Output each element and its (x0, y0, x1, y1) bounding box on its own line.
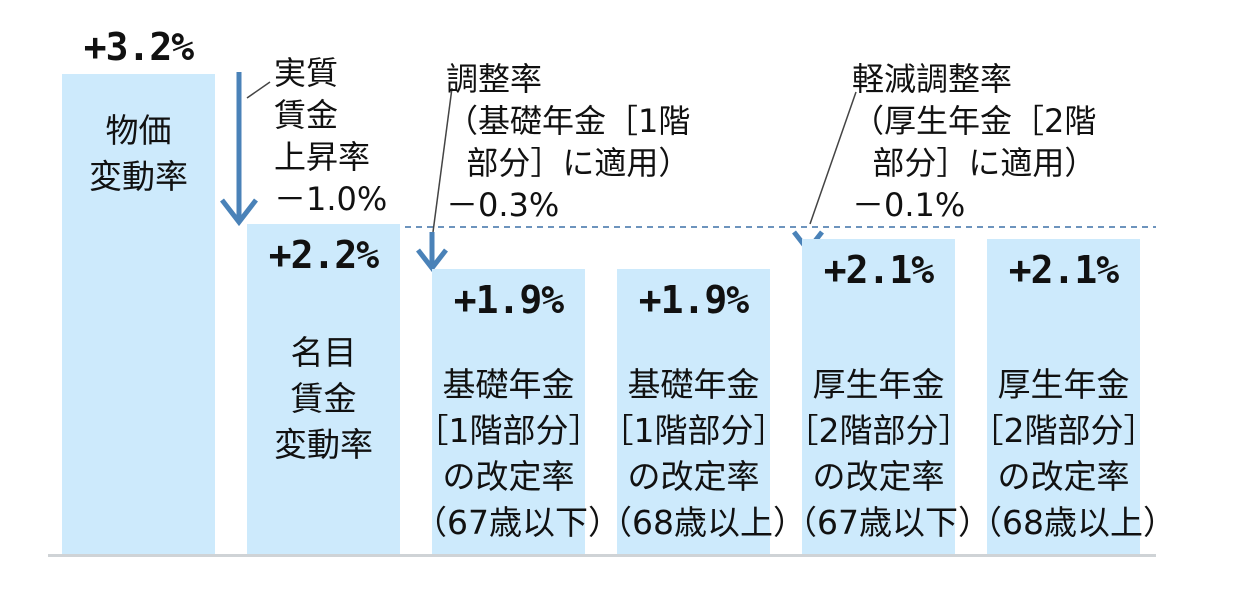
bar-employee-pension-68-over (987, 239, 1140, 554)
chart-baseline (48, 554, 1156, 557)
adjustment-rate-leader-line (432, 87, 453, 233)
adjustment-rate-arrow (416, 232, 448, 273)
value-label-basic-67: +1.9% (453, 278, 564, 322)
reduced-adjustment-rate-leader-line (809, 91, 857, 225)
category-label-employee-68: 厚生年金 ［2階部分］ の改定率 （68歳以上） (969, 365, 1176, 542)
bar-nominal-wage-change-rate (247, 224, 400, 554)
real-wage-leader-line (246, 81, 271, 99)
value-label-employee-67: +2.1% (823, 248, 934, 292)
category-label-nominal-wage: 名目 賃金 変動率 (274, 333, 373, 464)
annotation-reduced-adjustment-rate: 軽減調整率 （厚生年金［2階 部分］に適用） －0.1% (852, 60, 1097, 224)
annotation-real-wage-rate: 実質 賃金 上昇率 －1.0% (274, 54, 388, 218)
real-wage-arrow (220, 72, 258, 227)
value-label-employee-68: +2.1% (1008, 248, 1119, 292)
bar-employee-pension-67-under (802, 239, 955, 554)
category-label-basic-68: 基礎年金 ［1階部分］ の改定率 （68歳以上） (599, 365, 806, 542)
value-label-basic-68: +1.9% (638, 278, 749, 322)
category-label-employee-67: 厚生年金 ［2階部分］ の改定率 （67歳以下） (784, 365, 991, 542)
bar-price-change-rate (62, 74, 215, 554)
category-label-basic-67: 基礎年金 ［1階部分］ の改定率 （67歳以下） (414, 365, 621, 542)
value-label-nominal-wage: +2.2% (268, 233, 379, 277)
annotation-adjustment-rate: 調整率 （基礎年金［1階 部分］に適用） －0.3% (446, 60, 691, 224)
bar-basic-pension-67-under (432, 269, 585, 554)
category-label-price: 物価 変動率 (89, 111, 188, 196)
value-label-price: +3.2% (83, 25, 194, 69)
bar-basic-pension-68-over (617, 269, 770, 554)
